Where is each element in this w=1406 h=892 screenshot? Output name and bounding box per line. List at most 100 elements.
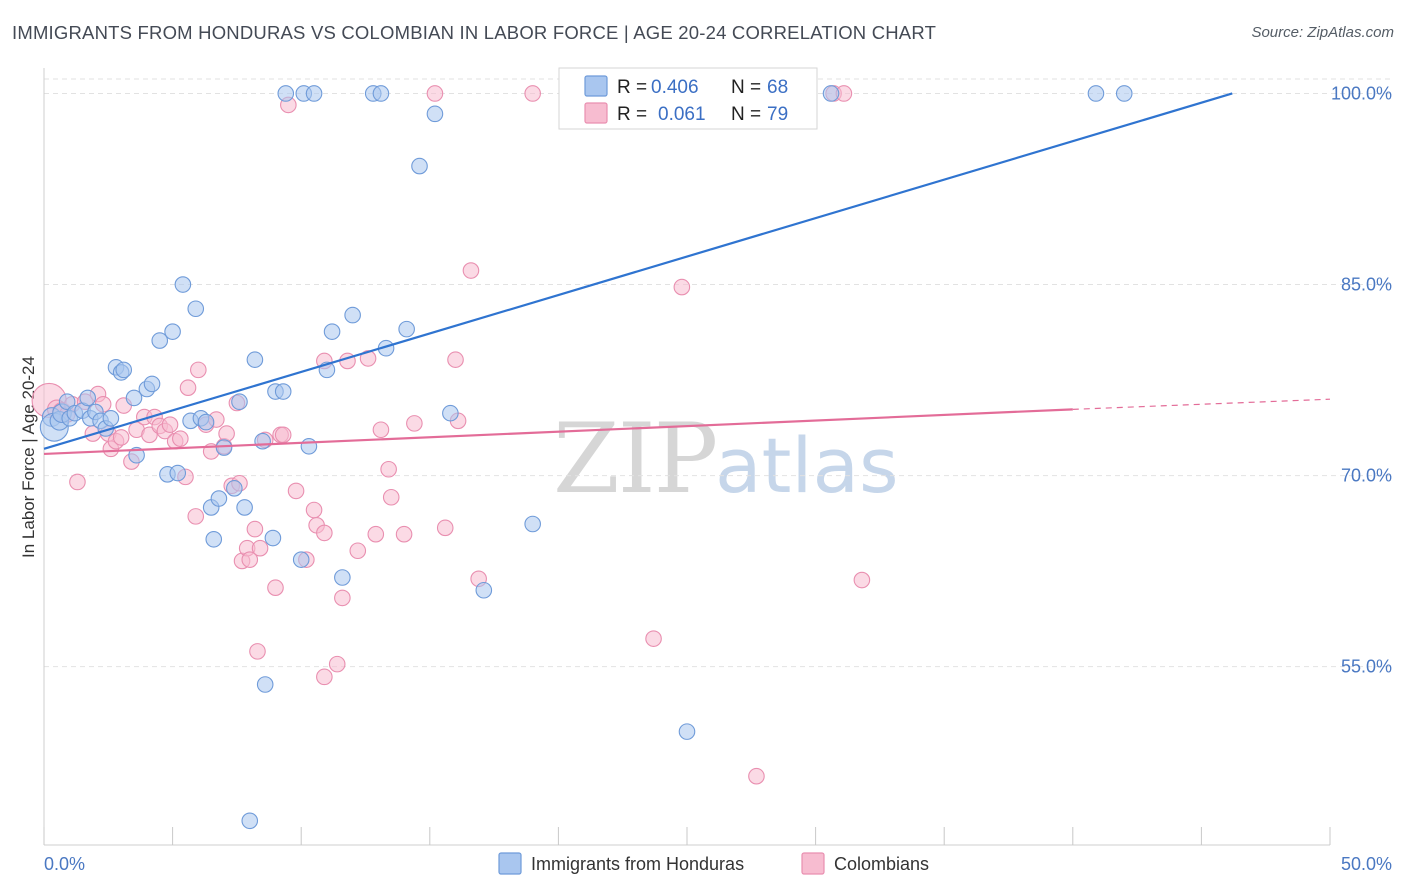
colombians-point-75	[748, 767, 765, 785]
colombians-point-67	[436, 519, 454, 537]
honduras-point-18	[128, 446, 145, 464]
colombians-point-59	[359, 350, 377, 367]
honduras-point-59	[475, 581, 493, 599]
honduras-point-40	[264, 529, 282, 547]
series-legend-label-colombians: Colombians	[834, 854, 929, 874]
gridlines	[44, 78, 1392, 668]
colombians-point-48	[287, 482, 305, 500]
colombians-point-24	[172, 430, 189, 447]
honduras-point-67	[1115, 85, 1133, 102]
honduras-point-37	[246, 351, 264, 368]
honduras-point-29	[197, 413, 215, 431]
honduras-point-60	[524, 515, 541, 533]
colombians-point-50	[305, 501, 323, 519]
colombians-point-55	[328, 655, 346, 673]
honduras-point-4	[58, 393, 76, 411]
honduras-point-46	[300, 438, 318, 455]
y-axis-label: In Labor Force | Age 20-24	[19, 356, 38, 558]
honduras-point-50	[334, 569, 351, 586]
honduras-point-47	[305, 85, 323, 102]
honduras-point-16	[115, 361, 133, 379]
honduras-point-25	[174, 276, 192, 293]
colombians-point-26	[179, 379, 197, 397]
colombians-point-65	[406, 415, 423, 432]
legend-r-value-0: 0.406	[651, 77, 699, 98]
colombians-point-78	[853, 571, 871, 589]
honduras-point-24	[169, 464, 187, 482]
series-legend-swatch-colombians	[801, 852, 825, 875]
legend-r-value-1: 0.061	[658, 104, 706, 125]
legend-r-label-1: R =	[617, 104, 647, 125]
honduras-point-66	[1087, 85, 1105, 102]
honduras-point-42	[274, 383, 292, 400]
honduras-point-56	[411, 157, 428, 175]
colombians-point-72	[524, 85, 541, 102]
colombians-trendline	[43, 408, 1073, 456]
honduras-point-23	[164, 323, 181, 340]
honduras-point-49	[323, 323, 341, 340]
colombians-point-53	[316, 524, 333, 542]
colombians-point-63	[382, 488, 400, 506]
honduras-point-8	[79, 389, 97, 407]
watermark: ZIP atlas	[553, 403, 899, 515]
honduras-point-17	[125, 389, 143, 407]
honduras-point-58	[442, 404, 459, 422]
legend-swatch-honduras	[584, 75, 608, 97]
stats-legend: R = 0.406 N = 68 R = 0.061 N = 79	[558, 67, 818, 130]
x-tick-marks	[43, 827, 1331, 845]
y-tick-label-70: 70.0%	[1341, 466, 1392, 486]
series-legend-label-honduras: Immigrants from Honduras	[531, 854, 744, 874]
legend-swatch-colombians	[584, 102, 608, 124]
x-tick-label-max: 50.0%	[1341, 854, 1392, 874]
colombians-point-39	[241, 551, 259, 568]
honduras-point-36	[236, 499, 253, 516]
y-tick-label-85: 85.0%	[1341, 275, 1392, 295]
y-tick-label-55: 55.0%	[1341, 657, 1392, 677]
colombians-point-28	[190, 361, 207, 379]
y-tick-labels: 55.0% 70.0% 85.0% 100.0%	[1331, 83, 1392, 676]
honduras-point-31	[205, 530, 223, 548]
honduras-point-44	[292, 551, 310, 568]
legend-n-label-1: N =	[731, 104, 761, 125]
colombians-point-22	[161, 416, 179, 433]
honduras-point-51	[344, 306, 361, 324]
colombians-point-42	[251, 539, 269, 557]
y-tick-label-100: 100.0%	[1331, 83, 1392, 103]
colombians-point-74	[673, 278, 691, 296]
source-credit: Source: ZipAtlas.com	[1251, 24, 1394, 41]
colombians-point-33	[218, 425, 235, 442]
honduras-point-62	[678, 723, 696, 740]
colombians-point-64	[395, 525, 413, 543]
series-legend: Immigrants from Honduras Colombians	[498, 852, 929, 875]
honduras-point-57	[426, 105, 444, 123]
colombians-point-58	[349, 542, 367, 560]
honduras-point-38	[254, 432, 271, 450]
colombians-point-5	[69, 473, 86, 491]
colombians-point-40	[246, 520, 264, 538]
legend-n-value-0: 68	[767, 77, 788, 98]
colombians-point-61	[372, 421, 390, 439]
honduras-point-61	[241, 812, 259, 830]
honduras-point-21	[151, 332, 169, 349]
colombians-point-46	[274, 426, 292, 444]
honduras-point-27	[187, 300, 205, 318]
honduras-point-32	[210, 490, 228, 507]
chart-title: IMMIGRANTS FROM HONDURAS VS COLOMBIAN IN…	[12, 22, 937, 43]
honduras-point-13	[102, 409, 120, 427]
honduras-point-65	[822, 85, 840, 102]
colombians-trendline-extension	[1072, 398, 1331, 410]
legend-n-label-0: N =	[731, 77, 761, 98]
honduras-point-43	[277, 85, 295, 102]
honduras-point-33	[215, 439, 233, 456]
colombians-point-54	[316, 668, 333, 686]
colombians-point-73	[645, 630, 662, 647]
trendlines	[43, 92, 1331, 456]
legend-n-value-1: 79	[767, 104, 788, 125]
colombians-point-66	[426, 85, 444, 102]
honduras-point-55	[398, 320, 415, 338]
series-legend-swatch-honduras	[498, 852, 522, 875]
honduras-point-20	[143, 375, 161, 393]
x-tick-label-min: 0.0%	[44, 854, 85, 874]
colombians-point-41	[249, 643, 266, 660]
